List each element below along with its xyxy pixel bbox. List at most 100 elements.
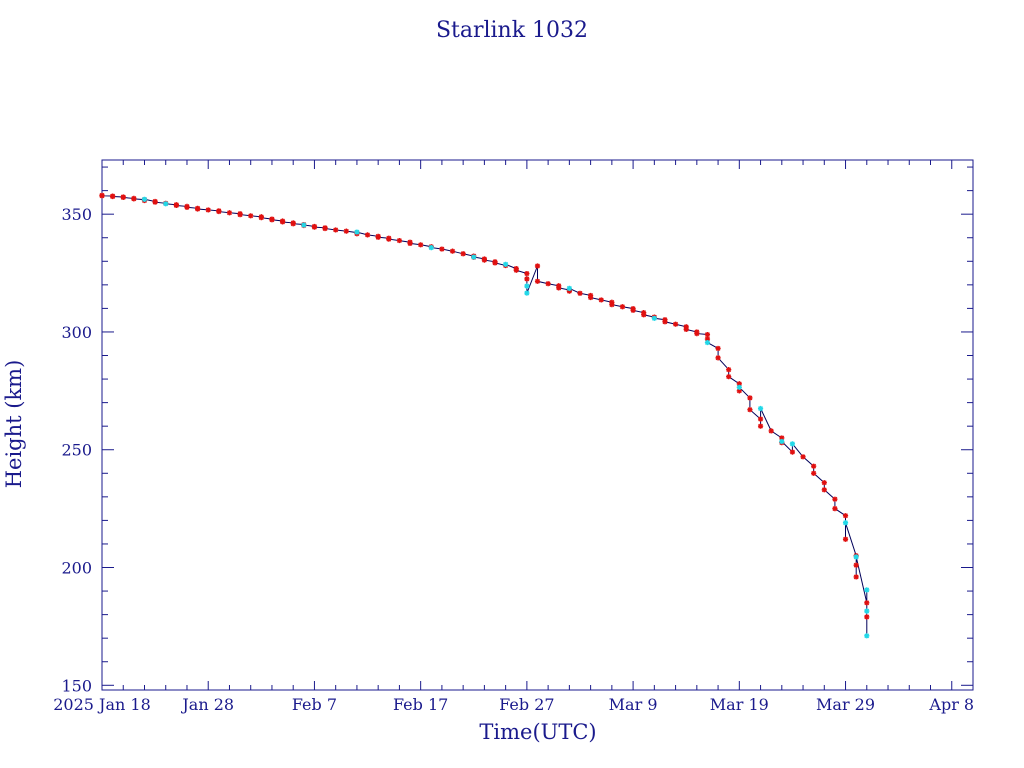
x-tick-label: Apr 8 [928, 695, 974, 714]
x-tick-label: Mar 19 [710, 695, 769, 714]
red-star-marker [556, 285, 562, 291]
red-star-marker [386, 236, 392, 242]
red-star-marker [375, 234, 381, 240]
red-star-marker [662, 319, 668, 325]
red-star-marker [343, 228, 349, 234]
red-star-marker [641, 312, 647, 318]
red-star-marker [864, 614, 870, 620]
red-star-marker [726, 367, 732, 373]
cyan-star-marker [524, 290, 530, 296]
red-star-marker [704, 336, 711, 342]
y-tick-label: 350 [61, 205, 92, 224]
red-star-marker [226, 210, 233, 216]
cyan-star-marker [736, 384, 742, 390]
red-star-marker [481, 257, 487, 263]
red-star-marker [853, 574, 859, 580]
cyan-star-marker [471, 254, 477, 260]
cyan-star-marker [651, 315, 657, 321]
red-star-marker [598, 297, 604, 303]
red-star-marker [534, 263, 541, 269]
cyan-star-marker [503, 261, 509, 267]
cyan-star-marker [864, 587, 870, 593]
cyan-star-marker [428, 245, 434, 251]
red-star-marker [768, 428, 774, 434]
cyan-star-marker [704, 339, 711, 346]
cyan-star-marker [566, 285, 572, 291]
red-star-marker [492, 260, 498, 266]
red-star-marker [747, 395, 753, 401]
y-tick-label: 200 [61, 559, 92, 578]
red-star-marker [630, 307, 636, 313]
red-star-marker [110, 193, 116, 200]
red-star-marker [577, 290, 583, 296]
cyan-star-marker [864, 608, 870, 614]
x-tick-label: Mar 29 [816, 695, 875, 714]
cyan-star-marker [301, 222, 307, 228]
data-markers [99, 192, 870, 639]
red-star-marker [131, 196, 137, 202]
red-star-marker [800, 454, 806, 460]
y-axis-label: Height (km) [2, 360, 26, 489]
red-star-marker [779, 435, 785, 441]
red-star-marker [747, 407, 753, 413]
red-star-marker [524, 276, 530, 282]
x-tick-label: Jan 28 [180, 695, 234, 714]
red-star-marker [821, 487, 827, 493]
red-star-marker [269, 217, 275, 223]
red-star-marker [842, 513, 849, 519]
x-tick-label: Feb 17 [393, 695, 448, 714]
x-tick-labels: 2025 Jan 18 Jan 28 Feb 7 Feb 17 Feb 27 Mar 9 M… [53, 695, 974, 714]
cyan-star-marker [354, 229, 360, 235]
cyan-star-marker [789, 441, 796, 447]
cyan-star-marker [779, 438, 785, 445]
y-tick-label: 300 [61, 323, 92, 342]
red-star-marker [322, 225, 328, 232]
x-tick-label: 2025 Jan 18 [53, 695, 151, 714]
x-tick-label: Feb 7 [292, 695, 337, 714]
red-star-marker [757, 423, 764, 429]
cyan-star-marker [864, 633, 870, 639]
cyan-star-marker [853, 554, 859, 560]
red-star-marker [418, 242, 424, 248]
red-star-marker [853, 562, 859, 568]
cyan-star-marker [163, 201, 169, 207]
red-star-marker [248, 213, 254, 219]
red-star-marker [279, 219, 286, 225]
red-star-marker [811, 470, 817, 476]
red-star-marker [184, 204, 190, 210]
chart-title: Starlink 1032 [436, 18, 588, 43]
y-tick-labels: 150 200 250 300 350 [61, 205, 92, 695]
y-tick-label: 250 [61, 441, 92, 460]
red-star-marker [333, 227, 339, 233]
red-star-marker [237, 212, 243, 218]
red-star-marker [99, 193, 105, 199]
red-star-marker [619, 304, 626, 310]
red-star-marker [534, 278, 541, 284]
red-star-marker [513, 267, 519, 273]
red-star-marker [152, 199, 158, 205]
red-star-marker [683, 326, 689, 332]
red-star-marker [832, 506, 838, 512]
plot-frame [101, 159, 974, 691]
cyan-star-marker [141, 196, 148, 202]
red-star-marker [439, 246, 445, 252]
red-star-marker [789, 449, 796, 455]
red-star-marker [449, 248, 456, 254]
red-star-marker [216, 208, 222, 215]
red-star-marker [842, 536, 849, 542]
x-tick-label: Mar 9 [609, 695, 658, 714]
red-star-marker [205, 207, 211, 213]
red-star-marker [757, 416, 764, 422]
red-star-marker [290, 221, 296, 227]
red-star-marker [736, 388, 742, 394]
red-star-marker [832, 496, 838, 502]
red-star-marker [864, 600, 870, 606]
red-star-marker [588, 294, 594, 301]
red-star-marker [524, 270, 530, 277]
red-star-marker [396, 237, 403, 244]
red-star-marker [545, 281, 551, 287]
axis-ticks [101, 160, 974, 690]
red-star-marker [566, 288, 572, 294]
red-star-marker [736, 381, 742, 387]
red-star-marker [715, 355, 721, 361]
